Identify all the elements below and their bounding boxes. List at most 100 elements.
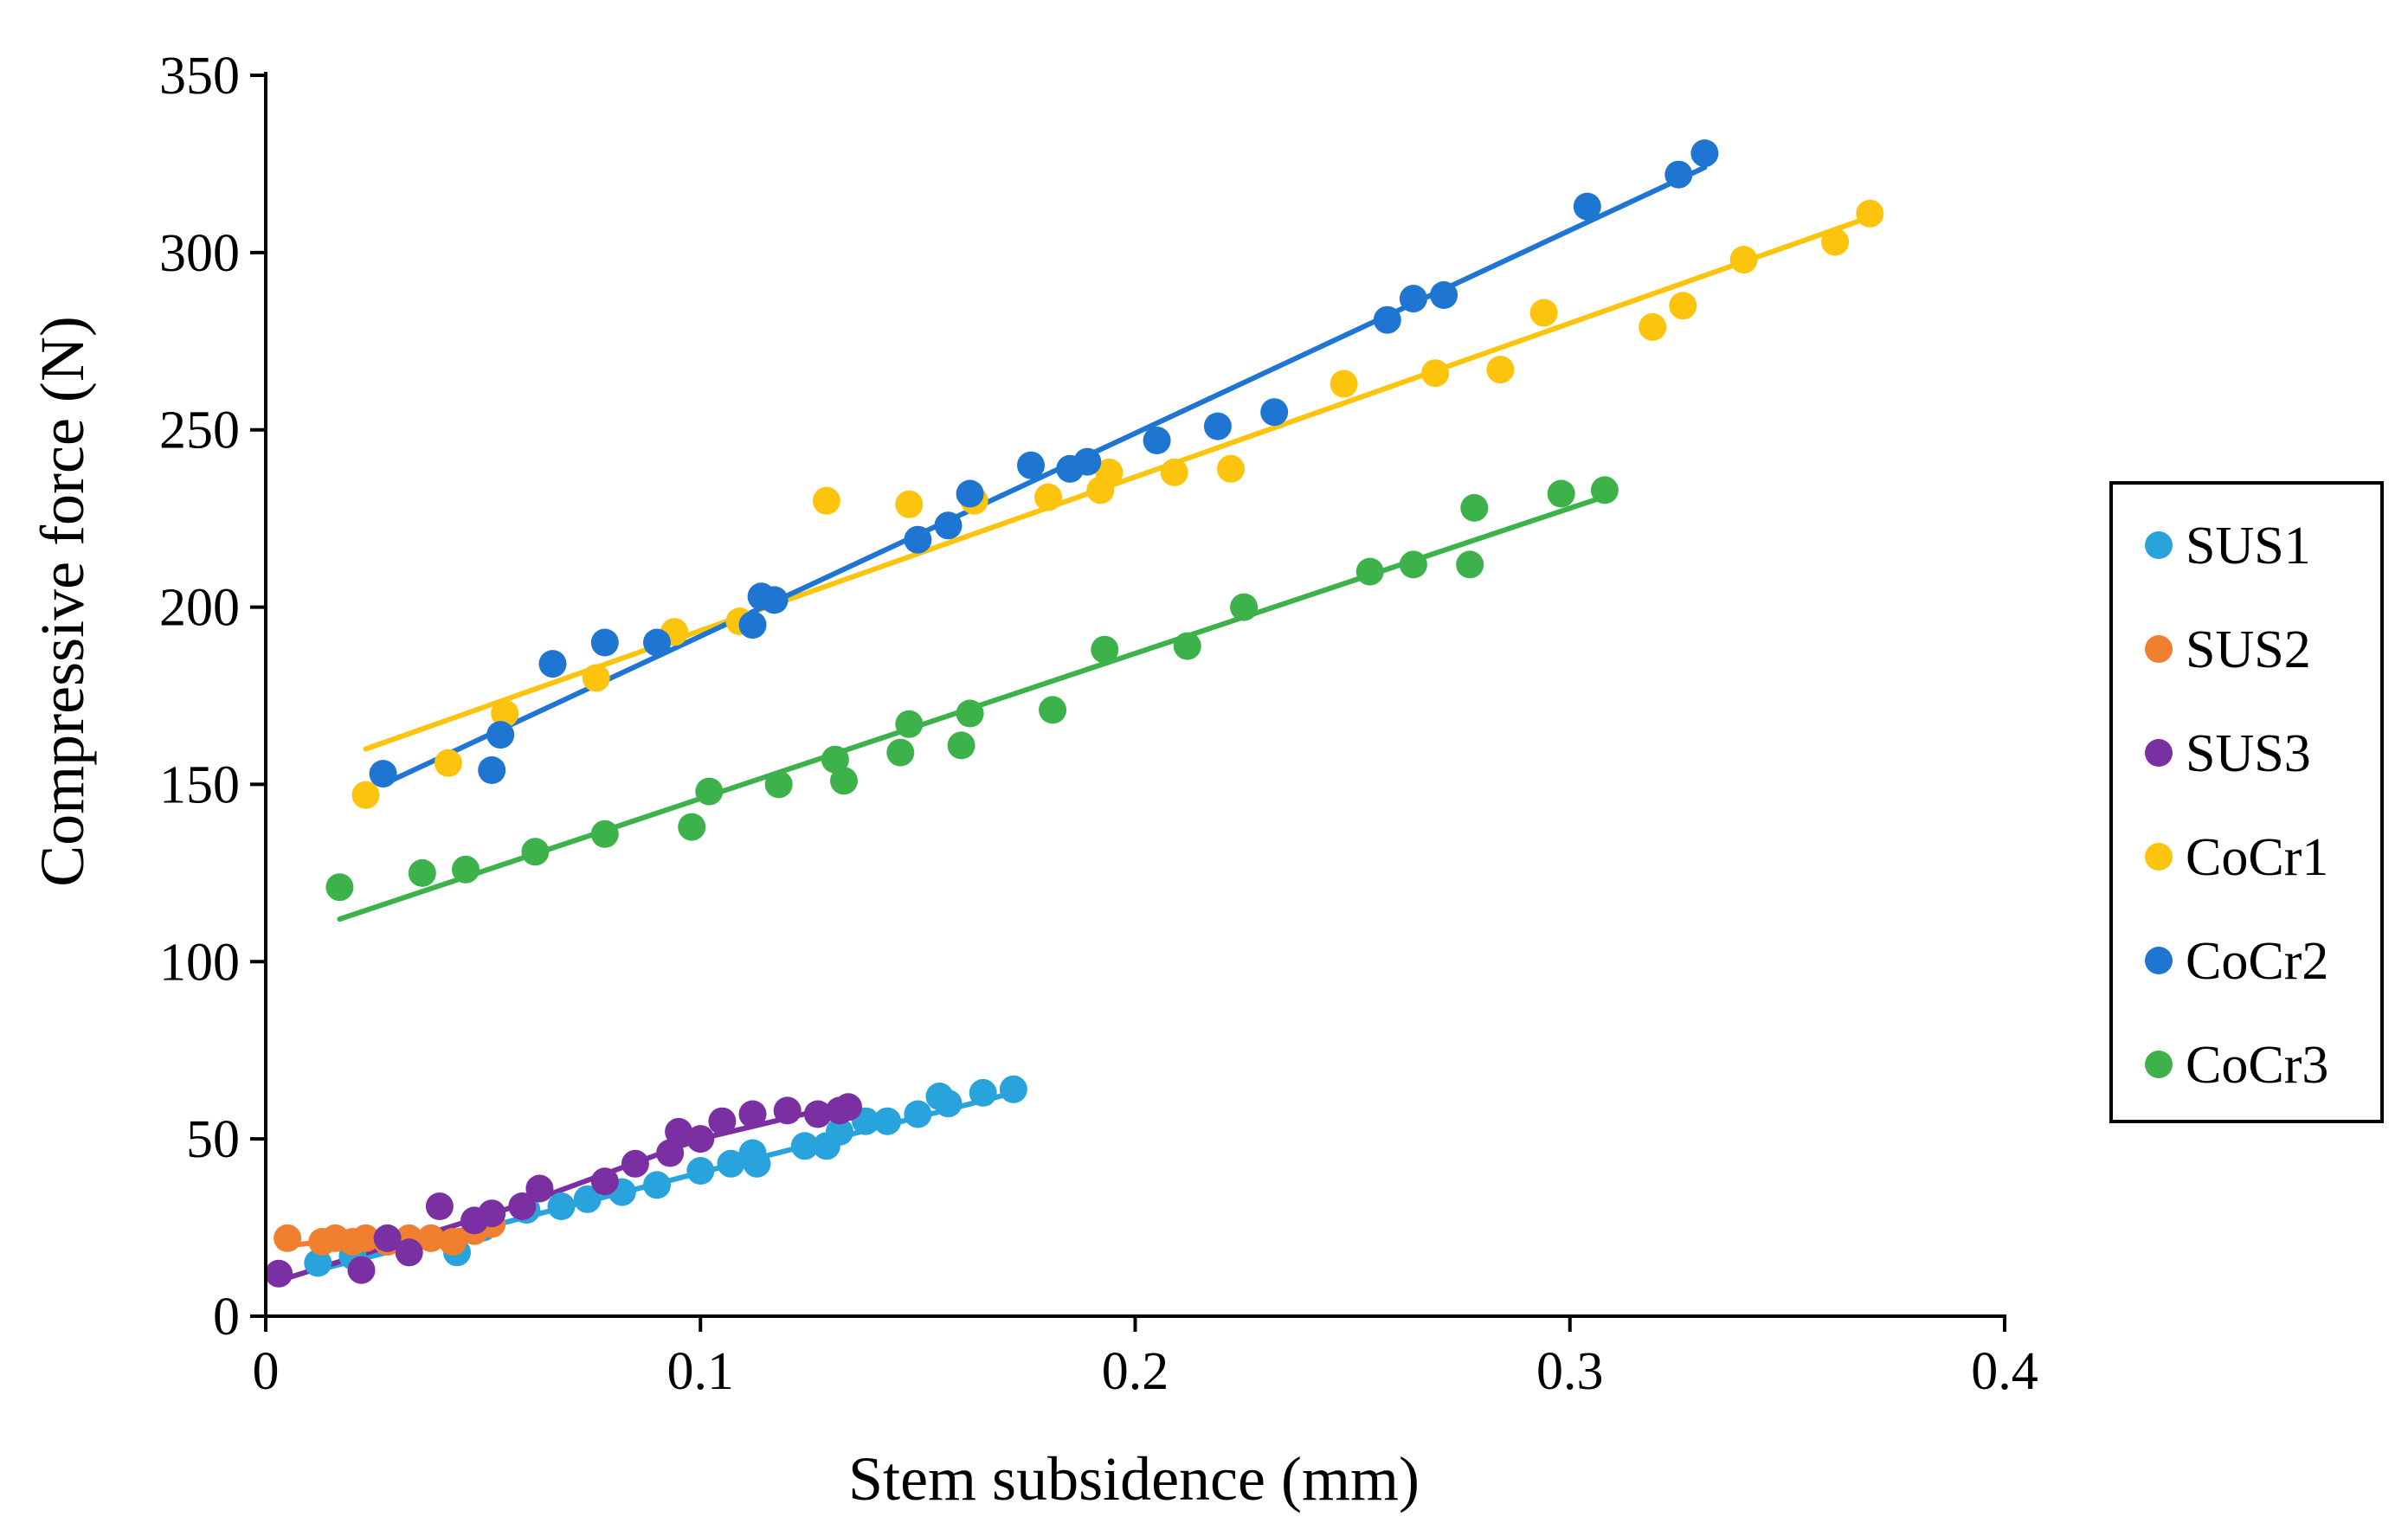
legend-label-sus2: SUS2: [2186, 620, 2311, 679]
data-point: [665, 1117, 693, 1146]
points-cocr1: [351, 199, 1884, 809]
data-point: [369, 760, 397, 788]
data-point: [1664, 160, 1693, 189]
data-point: [895, 490, 924, 518]
points-sus3: [265, 1093, 862, 1288]
data-point: [1230, 593, 1259, 621]
points-cocr2: [369, 139, 1719, 788]
data-point: [1160, 458, 1188, 486]
data-point: [395, 1238, 423, 1267]
data-point: [760, 586, 789, 614]
data-point: [1590, 476, 1619, 505]
legend-marker-sus2: [2145, 635, 2173, 663]
data-point: [1399, 550, 1427, 579]
data-point: [1460, 493, 1489, 522]
data-point: [434, 749, 462, 777]
x-tick-label: 0.1: [667, 1342, 735, 1401]
data-point: [590, 628, 619, 657]
y-tick-label: 150: [159, 755, 240, 814]
data-point: [351, 1224, 380, 1252]
data-point: [678, 813, 706, 841]
data-point: [573, 1185, 602, 1213]
data-point: [416, 1224, 445, 1252]
data-point: [486, 721, 515, 749]
x-axis-title: Stem subsidence (mm): [848, 1444, 1420, 1514]
legend-marker-cocr1: [2145, 843, 2173, 871]
data-point: [1421, 359, 1450, 388]
data-point: [834, 1093, 862, 1121]
data-point: [895, 710, 924, 738]
series-cocr2: [380, 164, 1708, 787]
data-point: [1399, 285, 1427, 313]
data-point: [956, 699, 984, 728]
legend-box: [2109, 481, 2384, 1123]
data-point: [521, 838, 550, 866]
data-point: [1529, 299, 1558, 327]
data-point: [790, 1132, 819, 1160]
data-point: [873, 1107, 902, 1135]
data-point: [1729, 246, 1758, 274]
x-tick-label: 0.2: [1102, 1342, 1169, 1401]
y-tick-label: 350: [159, 47, 240, 106]
data-point: [695, 777, 724, 806]
data-point: [1486, 356, 1515, 384]
data-point: [425, 1192, 454, 1220]
legend-label-sus3: SUS3: [2186, 724, 2311, 783]
axes: 0 50 100 150 200 250 300 350 0 0.1 0.2 0.3 0.4: [159, 47, 2038, 1401]
legend: SUS1 SUS2 SUS3 CoCr1 CoCr2 CoCr3: [2109, 481, 2384, 1123]
y-tick-label: 300: [159, 224, 240, 283]
data-point: [686, 1125, 715, 1154]
data-point: [1330, 370, 1358, 398]
data-point: [743, 1149, 771, 1178]
data-point: [947, 731, 975, 760]
data-point: [643, 1171, 671, 1199]
data-point: [547, 1192, 576, 1220]
legend-label-cocr1: CoCr1: [2186, 828, 2328, 887]
points-cocr3: [325, 476, 1619, 902]
data-point: [325, 873, 354, 902]
data-point: [826, 1117, 853, 1146]
data-point: [1856, 199, 1884, 228]
data-point: [686, 1157, 715, 1185]
data-point: [1430, 281, 1458, 309]
data-point: [491, 699, 519, 728]
y-axis-title: Compressive force (N): [28, 316, 97, 887]
y-tick-label: 100: [159, 933, 240, 992]
legend-marker-cocr2: [2145, 947, 2173, 974]
data-point: [830, 767, 858, 795]
legend-marker-cocr3: [2145, 1051, 2173, 1078]
data-point: [1260, 398, 1289, 427]
data-point: [1095, 458, 1124, 486]
data-point: [590, 1167, 619, 1196]
data-point: [1547, 479, 1575, 508]
data-point: [1143, 427, 1171, 454]
data-point: [803, 1100, 832, 1128]
data-point: [1034, 483, 1062, 511]
y-tick-label: 200: [159, 579, 240, 638]
data-point: [1173, 632, 1201, 660]
data-point: [1690, 139, 1719, 168]
y-tick-label: 50: [186, 1110, 240, 1169]
data-point: [478, 1199, 506, 1228]
y-tick-label: 250: [159, 402, 240, 460]
data-point: [969, 1078, 997, 1107]
data-point: [1355, 557, 1384, 586]
data-point: [1669, 292, 1697, 320]
data-point: [738, 1100, 767, 1128]
legend-marker-sus1: [2145, 531, 2173, 559]
legend-label-cocr3: CoCr3: [2186, 1036, 2328, 1095]
data-point: [999, 1075, 1027, 1103]
data-point: [373, 1224, 402, 1252]
data-point: [1039, 696, 1067, 724]
y-tick-label: 0: [213, 1288, 240, 1346]
data-point: [764, 770, 793, 799]
data-point: [1373, 305, 1401, 334]
data-point: [886, 738, 915, 767]
data-point: [934, 1089, 963, 1118]
data-point: [582, 664, 610, 692]
data-point: [1639, 312, 1667, 341]
data-point: [904, 525, 932, 554]
data-point: [265, 1259, 293, 1288]
data-point: [1073, 447, 1102, 476]
